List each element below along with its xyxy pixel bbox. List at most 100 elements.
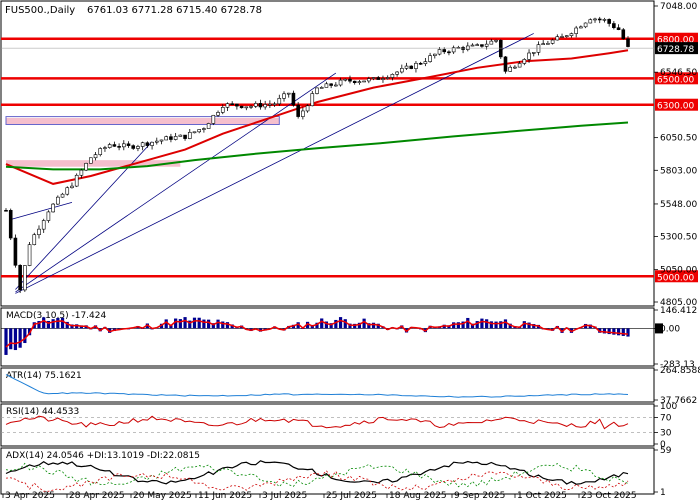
candle-body xyxy=(122,143,126,148)
macd-bar xyxy=(42,317,46,329)
candle-body xyxy=(244,106,249,109)
indicator-tick-label: 264.8588 xyxy=(660,366,700,376)
candle-body xyxy=(107,144,112,148)
candle-body xyxy=(400,68,404,73)
candle-body xyxy=(607,19,611,24)
macd-bar xyxy=(65,321,69,329)
macd-bar xyxy=(9,328,13,350)
candle-body xyxy=(541,43,545,45)
candle-body xyxy=(517,63,522,68)
candle-body xyxy=(173,136,178,140)
candle-body xyxy=(588,19,593,24)
candle-body xyxy=(465,45,470,50)
macd-signal-line xyxy=(5,319,629,348)
macd-bar xyxy=(188,320,192,329)
candle-body xyxy=(569,33,574,36)
level-label-box xyxy=(655,72,698,85)
level-label: 6800.00 xyxy=(657,36,694,46)
indicator-label: ADX(14) 24.0546 +DI:13.1019 -DI:22.0815 xyxy=(6,451,200,461)
level-label-box xyxy=(655,32,698,45)
macd-bar xyxy=(211,323,215,329)
macd-bar xyxy=(621,328,625,336)
macd-bar xyxy=(371,322,376,329)
candle-body xyxy=(338,79,343,86)
macd-bar xyxy=(315,322,319,329)
candle-body xyxy=(187,132,192,139)
candle-body xyxy=(612,23,616,29)
candle-body xyxy=(385,77,390,79)
macd-bar xyxy=(216,319,220,329)
candle-body xyxy=(560,36,564,38)
candle-body xyxy=(112,144,117,147)
candle-body xyxy=(178,134,183,137)
price-panel xyxy=(0,0,655,307)
candle-body xyxy=(395,71,399,75)
indicator-tick-label: -283.13 xyxy=(660,360,695,370)
candle-body xyxy=(225,103,230,108)
atr-line xyxy=(5,374,629,398)
candle-body xyxy=(324,83,329,88)
macd-bar xyxy=(367,323,371,329)
macd-bar xyxy=(616,328,621,336)
candle-body xyxy=(536,44,541,53)
macd-bar xyxy=(348,323,352,329)
candle-body xyxy=(593,18,597,21)
candle-body xyxy=(296,104,300,117)
chart-header-symbol: FUS500.,Daily xyxy=(5,5,75,16)
candle-body xyxy=(494,39,498,42)
macd-bar xyxy=(221,321,225,329)
candle-body xyxy=(437,49,442,55)
candle-body xyxy=(4,209,8,212)
macd-bar xyxy=(329,323,333,329)
indicator-tick-label: 70 xyxy=(660,413,672,423)
indicator-tick-label: 37.7662 xyxy=(660,396,697,406)
candle-body xyxy=(334,84,338,87)
candle-body xyxy=(433,53,437,56)
indicator-tick-label: 146.412 xyxy=(660,306,697,316)
candle-body xyxy=(616,27,621,30)
trendline xyxy=(15,72,337,293)
candle-body xyxy=(183,134,187,139)
time-axis: 3 Apr 2025 28 Apr 2025 20 May 2025 11 Jun 2… xyxy=(2,491,637,501)
candle-layer xyxy=(4,16,630,294)
candle-body xyxy=(93,154,98,159)
candle-body xyxy=(305,105,310,112)
candle-body xyxy=(301,110,305,117)
candle-body xyxy=(263,104,267,108)
candle-body xyxy=(89,157,93,164)
candle-body xyxy=(484,43,489,47)
candle-body xyxy=(13,237,18,266)
candle-body xyxy=(564,35,569,37)
candle-body xyxy=(621,29,626,40)
candle-body xyxy=(470,44,475,47)
candle-body xyxy=(169,136,173,140)
indicator-label: RSI(14) 44.4533 xyxy=(6,407,79,417)
candle-body xyxy=(513,66,517,69)
candle-body xyxy=(371,77,376,79)
candle-body xyxy=(527,52,531,60)
indicator-last-box xyxy=(655,323,663,334)
last-price-label: 6728.78 xyxy=(657,45,694,55)
indicator-label: ATR(14) 75.1621 xyxy=(6,371,82,381)
macd-bar xyxy=(51,319,55,329)
price-tick-label: 6050.50 xyxy=(660,134,697,144)
candle-body xyxy=(70,185,74,189)
macd-bar xyxy=(324,321,329,329)
candle-body xyxy=(253,103,258,107)
candle-body xyxy=(159,139,164,142)
macd-bar xyxy=(626,328,630,337)
time-tick-label: 20 May 2025 xyxy=(133,491,192,500)
candle-body xyxy=(249,106,253,108)
candle-body xyxy=(27,244,32,266)
moving-average-green xyxy=(5,121,629,171)
candle-body xyxy=(239,105,244,109)
indicator-tick-label: 0 xyxy=(660,440,666,450)
candle-body xyxy=(164,136,169,141)
macd-bar xyxy=(202,319,206,329)
candle-body xyxy=(423,61,428,64)
candle-body xyxy=(319,87,324,89)
candle-body xyxy=(503,56,508,72)
time-tick-label: 3 Apr 2025 xyxy=(5,491,55,500)
macd-bar xyxy=(60,317,65,329)
